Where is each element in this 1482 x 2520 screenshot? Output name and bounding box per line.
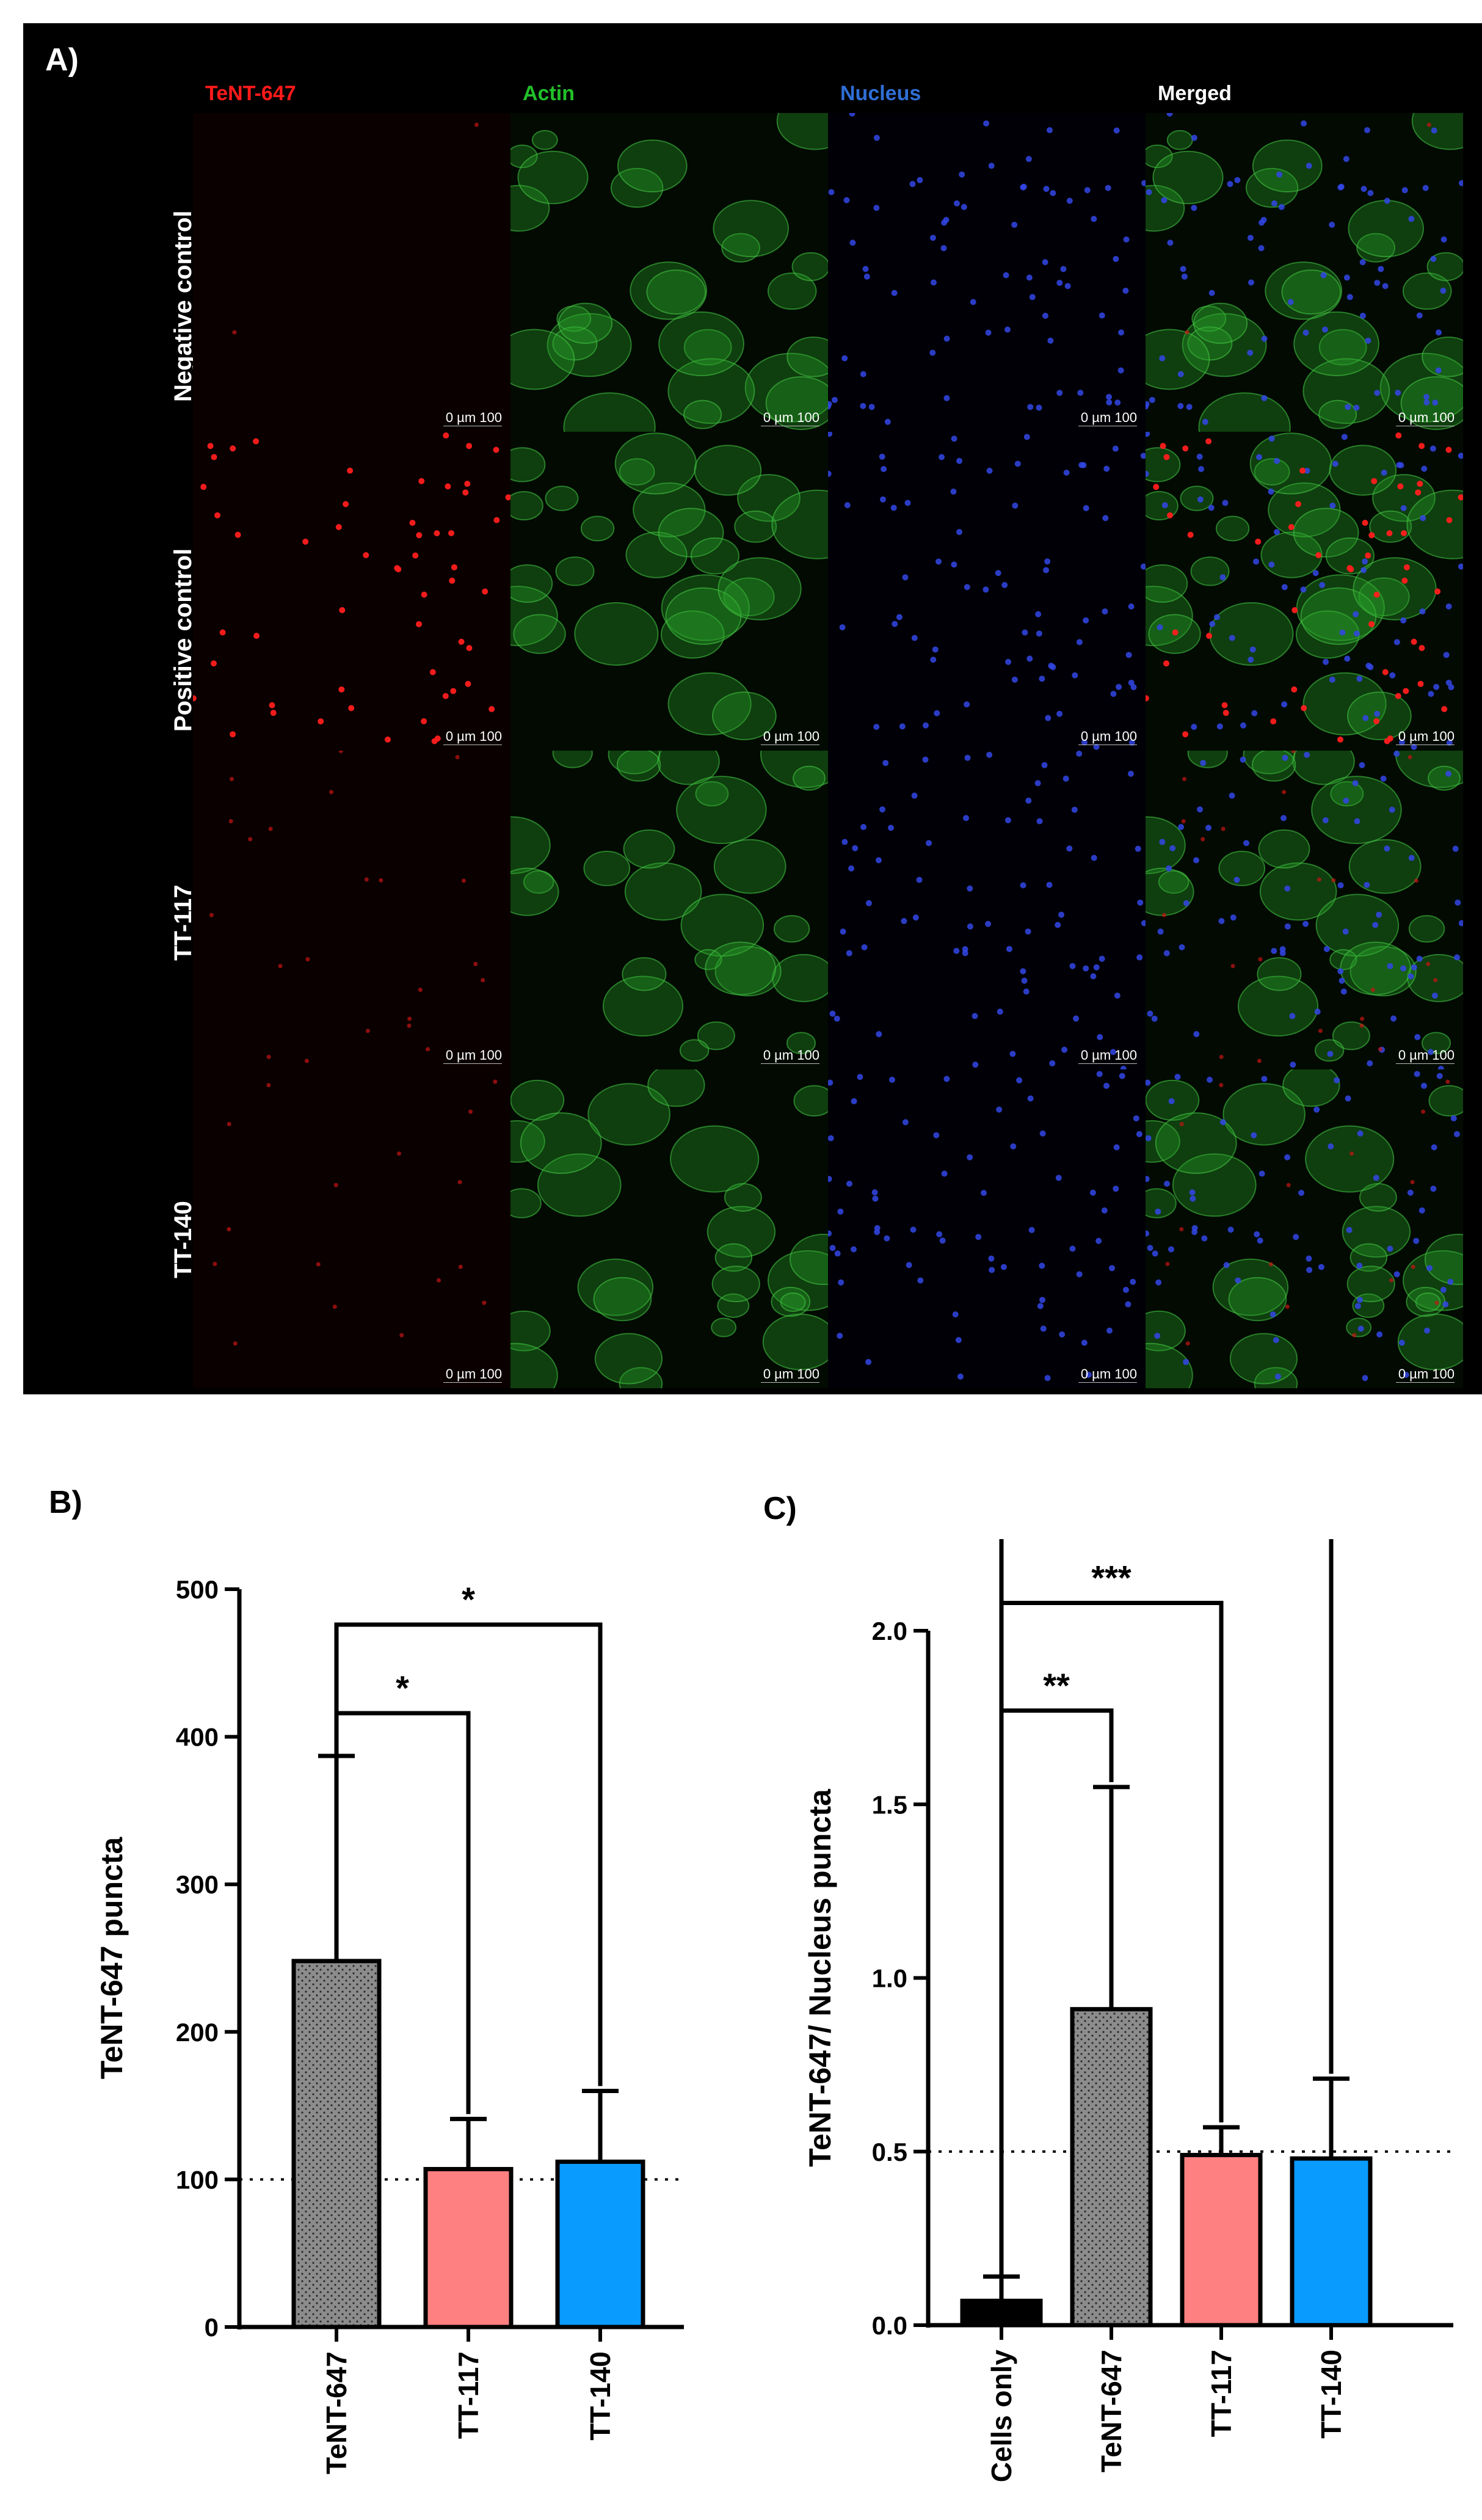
bar-2 (1180, 2152, 1263, 2328)
scale-bar-label: 0 µm 100 (445, 1047, 502, 1063)
micrograph-negative-control-merged: 0 µm 100 (1146, 113, 1463, 432)
x-tick-label: TT-117 (452, 2351, 484, 2439)
significance-label-1: *** (1091, 1559, 1131, 1597)
scale-bar (1078, 745, 1137, 747)
significance-label-0: ** (1043, 1666, 1070, 1705)
scale-bar (443, 745, 502, 747)
micrograph-tt140-nucleus: 0 µm 100 (828, 1069, 1146, 1388)
y-tick-label: 1.0 (872, 1964, 907, 1993)
micrograph-positive-control-actin: 0 µm 100 (510, 432, 828, 751)
micrograph-tt117-nucleus: 0 µm 100 (828, 751, 1146, 1069)
y-tick-label: 300 (176, 1870, 219, 1899)
micrograph-negative-control-tent647: 0 µm 100 (193, 113, 510, 432)
bar-3 (1290, 2156, 1373, 2328)
scale-bar-label: 0 µm 100 (763, 1366, 819, 1382)
microscopy-panel: A) TeNT-647 Actin Nucleus Merged Negativ… (23, 23, 1482, 1394)
y-tick-label: 0 (205, 2313, 219, 2342)
y-tick-label: 400 (176, 1723, 219, 1752)
column-header-actin: Actin (523, 82, 575, 105)
micrograph-tt117-merged: 0 µm 100 (1146, 751, 1463, 1069)
panel-c-label: C) (763, 1491, 797, 1526)
x-tick-label: TeNT-647 (1095, 2350, 1127, 2472)
chart-c: 0.0 0.5 1.0 1.5 2.0 TeNT-647/ Nucleus puncta C… (803, 1539, 1453, 2483)
scale-bar-label: 0 µm 100 (445, 1366, 502, 1382)
scale-bar-label: 0 µm 100 (1080, 1366, 1137, 1382)
scale-bar (1396, 745, 1455, 747)
bar-1 (1070, 2007, 1153, 2328)
micrograph-positive-control-merged: 0 µm 100 (1146, 432, 1463, 751)
bar-0 (960, 2298, 1043, 2328)
x-tick-label: TeNT-647 (321, 2351, 352, 2474)
y-tick-label: 100 (176, 2165, 219, 2194)
scale-bar-label: 0 µm 100 (1080, 410, 1137, 425)
micrograph-positive-control-nucleus: 0 µm 100 (828, 432, 1146, 751)
significance-label-0: * (396, 1669, 409, 1707)
scale-bar-label: 0 µm 100 (1398, 1047, 1455, 1063)
scale-bar-label: 0 µm 100 (1398, 1366, 1455, 1382)
significance-label-1: * (462, 1580, 475, 1619)
bar-2 (555, 2159, 645, 2329)
x-tick-label: TT-140 (584, 2351, 616, 2441)
scale-bar (761, 1063, 819, 1066)
scale-bar (443, 1382, 502, 1385)
y-tick-label: 500 (176, 1575, 219, 1604)
x-tick-label: Cells only (986, 2350, 1017, 2483)
significance-bracket-2 (999, 1539, 1334, 2277)
scale-bar-label: 0 µm 100 (1398, 729, 1455, 744)
micrograph-positive-control-tent647: 0 µm 100 (193, 432, 510, 751)
scale-bar (443, 426, 502, 428)
scale-bar-label: 0 µm 100 (1080, 729, 1137, 744)
y-tick-label: 0.0 (872, 2311, 907, 2340)
scale-bar-label: 0 µm 100 (445, 729, 502, 744)
scale-bar-label: 0 µm 100 (763, 1047, 819, 1063)
bar-1 (423, 2166, 514, 2329)
scale-bar (1396, 1382, 1455, 1385)
micrograph-tt117-tent647: 0 µm 100 (193, 751, 510, 1069)
micrograph-negative-control-nucleus: 0 µm 100 (828, 113, 1146, 432)
micrograph-negative-control-actin: 0 µm 100 (510, 113, 828, 432)
column-header-tent647: TeNT-647 (205, 82, 296, 105)
scale-bar-label: 0 µm 100 (1080, 1047, 1137, 1063)
column-header-nucleus: Nucleus (840, 82, 921, 105)
scale-bar (1078, 1063, 1137, 1066)
scale-bar (761, 426, 819, 428)
scale-bar (443, 1063, 502, 1066)
scale-bar-label: 0 µm 100 (445, 410, 502, 425)
scale-bar (1078, 1382, 1137, 1385)
scale-bar-label: 0 µm 100 (763, 410, 819, 425)
panel-b-label: B) (49, 1485, 82, 1520)
panel-a-label: A) (45, 42, 79, 78)
scale-bar (761, 1382, 819, 1385)
micrograph-tt117-actin: 0 µm 100 (510, 751, 828, 1069)
scale-bar-label: 0 µm 100 (763, 729, 819, 744)
x-tick-label: TT-117 (1205, 2350, 1237, 2437)
scale-bar (1078, 426, 1137, 428)
y-axis-label: TeNT-647/ Nucleus puncta (803, 1788, 837, 2167)
y-tick-label: 1.5 (872, 1790, 907, 1819)
y-tick-label: 2.0 (872, 1617, 907, 1645)
scale-bar (1396, 426, 1455, 428)
micrograph-tt140-tent647: 0 µm 100 (193, 1069, 510, 1388)
chart-b: 0 100 200 300 400 500 TeNT-647 puncta TeNT-647 T… (95, 1575, 684, 2474)
y-tick-label: 200 (176, 2018, 219, 2047)
micrograph-tt140-actin: 0 µm 100 (510, 1069, 828, 1388)
y-axis-label: TeNT-647 puncta (95, 1837, 129, 2080)
significance-bracket-1 (334, 1622, 603, 2086)
scale-bar (761, 745, 819, 747)
y-tick-label: 0.5 (872, 2138, 907, 2166)
micrograph-tt140-merged: 0 µm 100 (1146, 1069, 1463, 1388)
x-tick-label: TT-140 (1315, 2350, 1347, 2439)
scale-bar (1396, 1063, 1455, 1066)
column-header-merged: Merged (1158, 82, 1232, 105)
bar-0 (291, 1959, 382, 2329)
scale-bar-label: 0 µm 100 (1398, 410, 1455, 425)
